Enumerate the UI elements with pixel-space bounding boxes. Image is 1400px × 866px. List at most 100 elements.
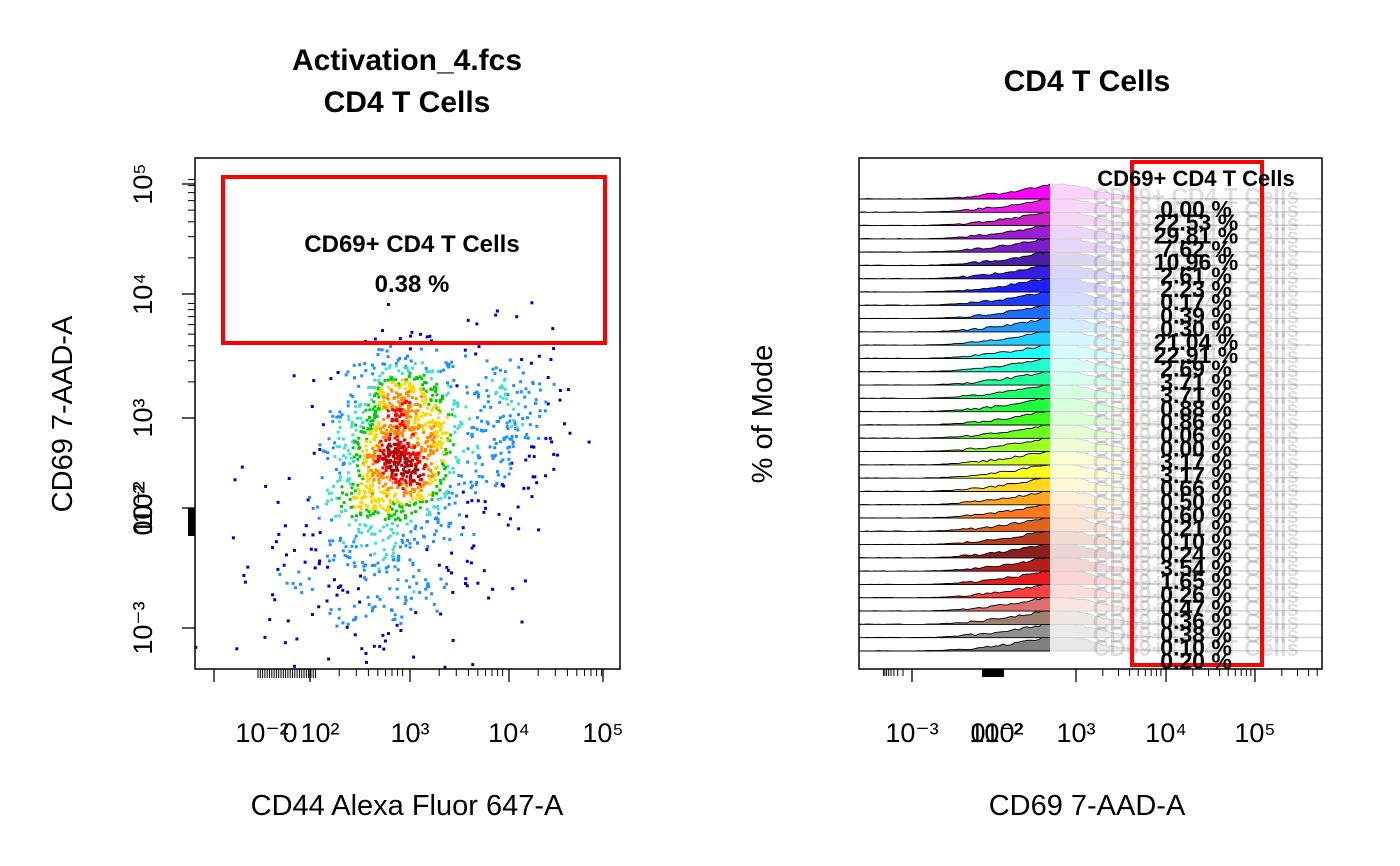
scatter-point <box>442 368 446 372</box>
scatter-point <box>377 486 381 490</box>
scatter-point <box>530 495 534 499</box>
scatter-point <box>331 414 335 418</box>
scatter-point <box>420 425 424 428</box>
histogram-gate-ghost-label: CD69+ CD4 T Cells <box>1093 449 1299 475</box>
scatter-point <box>440 459 443 463</box>
scatter-point <box>341 621 345 625</box>
scatter-point <box>325 599 329 603</box>
scatter-point <box>385 523 389 527</box>
scatter-point <box>352 694 355 697</box>
scatter-point <box>331 539 335 543</box>
scatter-point <box>378 504 382 508</box>
scatter-point <box>386 378 390 382</box>
scatter-point <box>347 523 351 527</box>
scatter-point <box>391 531 395 535</box>
scatter-point <box>380 348 384 352</box>
scatter-point <box>366 427 370 431</box>
scatter-point <box>390 507 394 511</box>
scatter-point <box>494 442 498 445</box>
scatter-point <box>392 418 396 422</box>
scatter-point <box>408 381 412 385</box>
scatter-point <box>414 501 418 505</box>
scatter-point <box>318 559 322 563</box>
histogram-gate[interactable] <box>1130 160 1264 667</box>
scatter-point <box>414 510 417 513</box>
scatter-point <box>405 503 409 506</box>
scatter-point <box>429 452 433 456</box>
scatter-point <box>507 450 511 454</box>
scatter-point <box>344 456 348 460</box>
scatter-point <box>381 538 385 542</box>
scatter-point <box>397 483 401 487</box>
scatter-point <box>414 443 418 447</box>
scatter-point <box>568 431 572 435</box>
scatter-point <box>451 365 455 368</box>
scatter-point <box>391 380 394 384</box>
scatter-point <box>361 410 365 414</box>
scatter-point <box>350 486 354 490</box>
scatter-point <box>377 348 381 351</box>
scatter-point <box>317 562 321 566</box>
scatter-point <box>318 531 322 535</box>
scatter-point <box>384 469 388 473</box>
scatter-point <box>364 495 368 499</box>
scatter-point <box>470 499 474 503</box>
scatter-point <box>418 474 422 478</box>
scatter-point <box>377 386 381 390</box>
scatter-point <box>394 412 398 416</box>
scatter-point <box>387 513 391 517</box>
scatter-point <box>502 484 505 488</box>
scatter-point <box>456 426 460 430</box>
scatter-point <box>448 450 452 454</box>
scatter-point <box>394 391 398 395</box>
scatter-point <box>385 494 389 498</box>
scatter-point <box>386 409 390 413</box>
scatter-point <box>481 429 485 433</box>
scatter-point <box>373 405 377 409</box>
scatter-point <box>462 449 466 453</box>
scatter-point <box>363 403 367 407</box>
scatter-point <box>297 570 301 574</box>
scatter-point <box>344 443 348 447</box>
scatter-point <box>416 493 420 497</box>
histogram-gate-ghost-label: CD69+ CD4 T Cells <box>1093 622 1299 648</box>
scatter-point <box>436 517 440 521</box>
scatter-point <box>396 568 400 572</box>
scatter-point <box>346 404 350 408</box>
scatter-point <box>435 445 439 449</box>
scatter-point <box>420 526 424 530</box>
scatter-point <box>407 420 410 424</box>
scatter-point <box>440 423 443 427</box>
scatter-point <box>451 467 455 470</box>
scatter-point <box>452 378 456 382</box>
scatter-point <box>451 408 455 412</box>
scatter-point <box>352 455 356 459</box>
scatter-point <box>354 545 358 549</box>
scatter-point <box>497 419 501 423</box>
scatter-point <box>353 537 357 541</box>
scatter-point <box>408 585 412 589</box>
scatter-point <box>358 404 362 408</box>
scatter-point <box>409 493 413 497</box>
scatter-point <box>349 393 353 397</box>
scatter-point <box>365 459 368 463</box>
histogram-percent-label: 0.24 % <box>1160 542 1232 568</box>
scatter-point <box>424 596 428 600</box>
scatter-point <box>387 632 390 636</box>
scatter-point <box>370 363 374 367</box>
scatter-gate[interactable] <box>221 175 607 345</box>
scatter-point <box>381 329 384 333</box>
scatter-point <box>446 391 450 395</box>
scatter-point <box>368 484 372 487</box>
scatter-point <box>415 482 419 485</box>
scatter-point <box>386 505 390 509</box>
scatter-point <box>509 466 513 470</box>
histogram-percent-label: 10.96 % <box>1154 249 1238 275</box>
scatter-point <box>417 422 420 426</box>
scatter-point <box>388 401 392 405</box>
histogram-percent-label: 0.86 % <box>1160 409 1232 435</box>
scatter-point <box>427 402 431 406</box>
scatter-point <box>426 545 430 548</box>
scatter-point <box>543 409 547 413</box>
histogram-percent-label: 1.65 % <box>1160 568 1232 594</box>
